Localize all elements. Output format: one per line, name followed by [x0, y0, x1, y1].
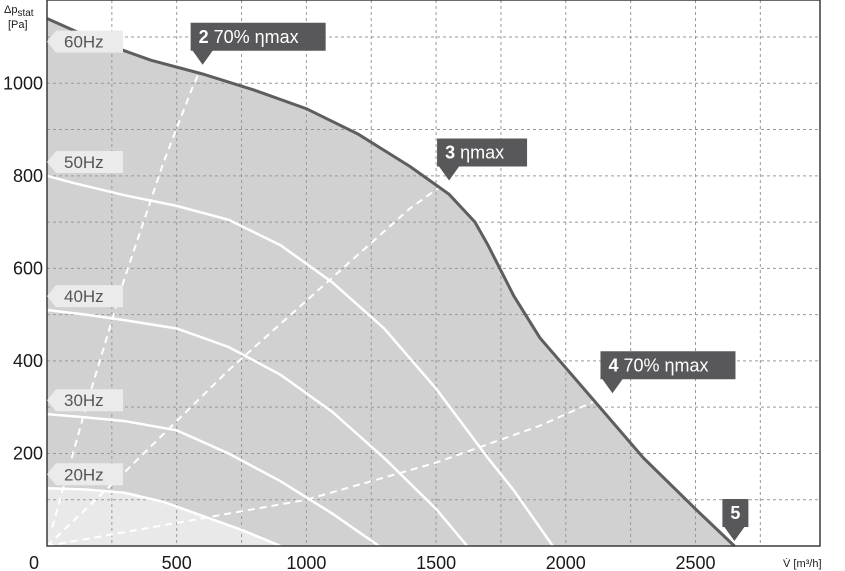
- callout-text: 4 70% ηmax: [608, 355, 708, 375]
- boundary-line-60hz: [46, 17, 736, 548]
- callout-number: 5: [730, 503, 740, 523]
- callout-text: 2 70% ηmax: [199, 27, 299, 47]
- efficiency-callouts: 2 70% ηmax 3 ηmax 4 70% ηmax 5: [190, 22, 749, 541]
- callout-box: [190, 22, 326, 65]
- callout-number: 2: [199, 27, 209, 47]
- freq-label-text: 60Hz: [64, 33, 104, 52]
- x-tick-label: 1500: [416, 553, 456, 571]
- plot-frame: [46, 0, 821, 547]
- callout-5: 5: [722, 499, 749, 541]
- y-tick-label: 600: [13, 258, 43, 278]
- y-tick-label: 400: [13, 351, 43, 371]
- y-tick-label: 200: [13, 443, 43, 463]
- y-tick-label: 800: [13, 166, 43, 186]
- freq-label-40hz: 40Hz: [47, 285, 123, 308]
- max-speed-boundary: [46, 17, 736, 548]
- freq-label-tag: [47, 463, 123, 486]
- y-axis-ticks: 200 400 600 800 1000: [3, 73, 43, 463]
- callout-4: 4 70% ηmax: [600, 351, 736, 394]
- x-tick-label: 0: [29, 553, 39, 571]
- x-tick-label: 1000: [286, 553, 326, 571]
- x-tick-label: 500: [162, 553, 192, 571]
- callout-label: 70% ηmax: [209, 27, 299, 47]
- speed-curve-30hz: [46, 412, 380, 548]
- freq-label-tag: [47, 150, 123, 173]
- freq-label-text: 30Hz: [64, 391, 104, 410]
- x-axis-label: V̇ [m³/h]: [783, 557, 822, 570]
- freq-label-20hz: 20Hz: [47, 463, 123, 486]
- speed-curve-40hz: [46, 308, 469, 547]
- efficiency-line-4: [46, 392, 613, 547]
- speed-curves: [46, 174, 554, 548]
- operating-areas: [47, 18, 735, 546]
- callout-3: 3 ηmax: [437, 138, 528, 181]
- frequency-labels: 60Hz 50Hz 40Hz 30Hz 20Hz: [47, 30, 123, 486]
- callout-label: 70% ηmax: [618, 355, 708, 375]
- operating-area-fill: [47, 18, 735, 546]
- freq-label-text: 20Hz: [64, 465, 104, 484]
- freq-label-30hz: 30Hz: [47, 389, 123, 412]
- callout-2: 2 70% ηmax: [190, 22, 326, 65]
- x-axis-ticks: 0 500 1000 1500 2000 2500: [29, 553, 716, 571]
- speed-curve-20hz: [46, 486, 281, 548]
- y-axis-unit: [Pa]: [8, 19, 28, 31]
- callout-box: [722, 499, 749, 541]
- callout-text: 5: [730, 503, 740, 523]
- callout-number: 4: [608, 355, 618, 375]
- freq-label-tag: [47, 285, 123, 308]
- callout-number: 3: [445, 142, 455, 162]
- y-axis-label: Δpstat: [4, 4, 34, 19]
- speed-curve-50hz: [46, 174, 554, 547]
- freq-label-text: 40Hz: [64, 287, 104, 306]
- x-tick-label: 2500: [675, 553, 715, 571]
- freq-label-tag: [47, 30, 123, 53]
- x-tick-label: 2000: [546, 553, 586, 571]
- callout-text: 3 ηmax: [445, 142, 504, 162]
- freq-label-50hz: 50Hz: [47, 150, 123, 173]
- freq-label-60hz: 60Hz: [47, 30, 123, 53]
- freq-label-tag: [47, 389, 123, 412]
- callout-box: [600, 351, 736, 394]
- y-tick-label: 1000: [3, 73, 43, 93]
- low-speed-area-fill: [47, 488, 281, 546]
- callout-label: ηmax: [455, 142, 504, 162]
- callout-box: [437, 138, 528, 181]
- freq-label-text: 50Hz: [64, 153, 104, 172]
